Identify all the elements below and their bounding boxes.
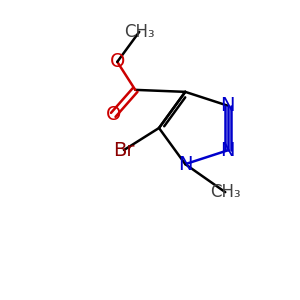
Text: O: O — [110, 52, 125, 71]
Text: CH₃: CH₃ — [124, 23, 154, 41]
Text: N: N — [220, 141, 235, 160]
Text: Br: Br — [113, 140, 135, 160]
Text: O: O — [106, 105, 121, 124]
Text: N: N — [220, 96, 235, 115]
Text: CH₃: CH₃ — [210, 183, 241, 201]
Text: N: N — [178, 154, 193, 174]
